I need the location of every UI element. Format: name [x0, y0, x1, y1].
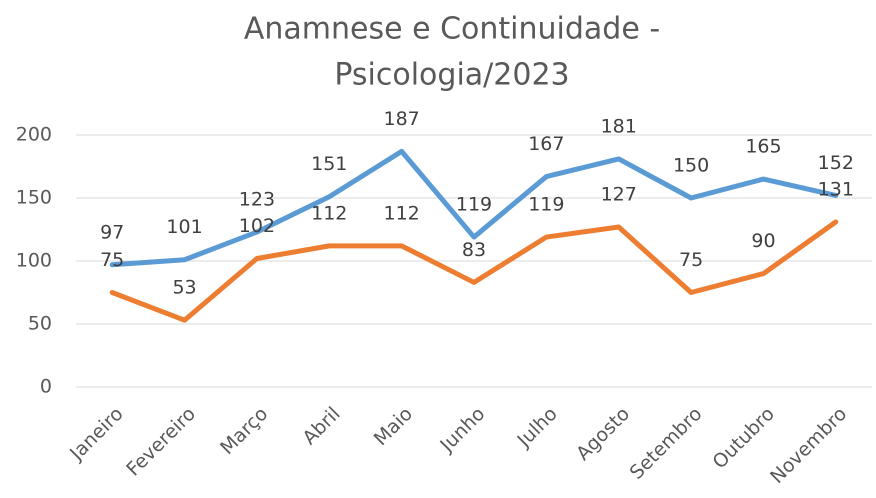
- data-label: 165: [745, 136, 781, 158]
- data-label: 53: [172, 277, 196, 299]
- data-label: 119: [456, 194, 492, 216]
- chart-title: Anamnese e Continuidade -: [244, 12, 660, 47]
- x-tick-label: Julho: [513, 403, 562, 452]
- x-tick-label: Agosto: [572, 403, 634, 465]
- data-label: 90: [751, 230, 775, 252]
- data-label: 187: [384, 108, 420, 130]
- y-tick-label: 50: [28, 313, 52, 335]
- y-tick-label: 100: [16, 250, 52, 272]
- x-tick-label: Novembro: [766, 403, 851, 488]
- y-tick-label: 150: [16, 187, 52, 209]
- data-label: 181: [601, 115, 637, 137]
- data-label: 150: [673, 155, 709, 177]
- data-label: 101: [166, 216, 202, 238]
- data-label: 75: [100, 249, 124, 271]
- series-line: [109, 148, 839, 268]
- data-label: 127: [601, 183, 637, 205]
- y-tick-label: 200: [16, 124, 52, 146]
- data-label: 131: [818, 178, 854, 200]
- x-tick-label: Outubro: [708, 403, 778, 473]
- data-label: 151: [311, 153, 347, 175]
- data-label: 83: [462, 239, 486, 261]
- data-label: 152: [818, 152, 854, 174]
- data-label: 119: [528, 194, 564, 216]
- x-tick-label: Setembro: [626, 403, 707, 484]
- x-tick-label: Junho: [435, 403, 489, 457]
- data-label: 167: [528, 133, 564, 155]
- chart-title: Psicologia/2023: [334, 58, 569, 93]
- x-tick-label: Maio: [370, 403, 417, 450]
- x-tick-label: Março: [216, 403, 272, 459]
- data-label: 112: [384, 202, 420, 224]
- data-label: 102: [239, 215, 275, 237]
- data-label: 112: [311, 202, 347, 224]
- y-tick-label: 0: [40, 376, 52, 398]
- data-label: 123: [239, 189, 275, 211]
- x-tick-label: Abril: [298, 403, 344, 449]
- data-label: 75: [679, 249, 703, 271]
- series-line: [109, 219, 839, 323]
- x-tick-label: Fevereiro: [122, 403, 200, 481]
- x-tick-label: Janeiro: [65, 403, 127, 465]
- data-label: 97: [100, 221, 124, 243]
